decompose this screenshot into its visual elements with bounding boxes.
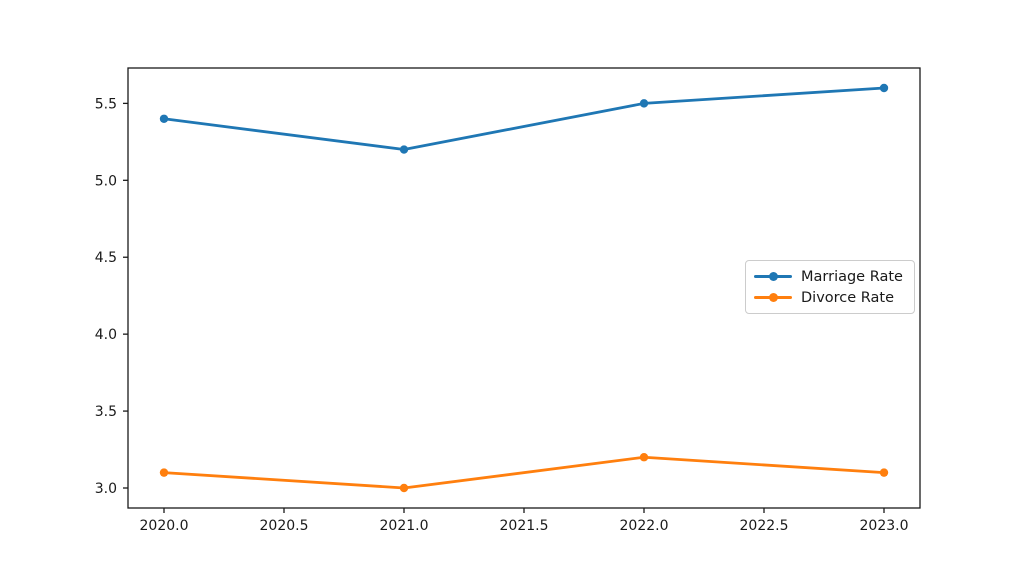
legend-item-marriage-rate: Marriage Rate (754, 266, 906, 287)
y-tick-label: 3.0 (95, 481, 117, 497)
x-tick-label: 2020.0 (140, 518, 189, 534)
x-tick-label: 2021.5 (500, 518, 549, 534)
y-tick-label: 3.5 (95, 404, 117, 420)
series-line-marriage-rate (162, 86, 886, 151)
data-point-marriage-rate (399, 145, 409, 154)
x-tick-label: 2022.0 (620, 518, 669, 534)
series-line-divorce-rate (162, 455, 886, 490)
y-tick-label: 4.0 (95, 327, 117, 343)
data-point-marriage-rate (879, 83, 889, 93)
data-point-divorce-rate (159, 468, 169, 477)
data-point-divorce-rate (639, 453, 649, 462)
x-tick-label: 2022.5 (740, 518, 789, 534)
y-tick-label: 5.0 (95, 173, 117, 189)
y-tick-label: 4.5 (95, 250, 117, 266)
legend-line-marker-icon (754, 270, 792, 284)
legend-label-divorce-rate: Divorce Rate (801, 289, 895, 306)
data-point-marriage-rate (159, 114, 169, 123)
x-tick-label: 2021.0 (380, 518, 429, 534)
x-tick-label: 2023.0 (860, 518, 909, 534)
data-point-marriage-rate (639, 99, 649, 108)
data-point-divorce-rate (879, 468, 889, 477)
legend-label-marriage-rate: Marriage Rate (801, 268, 903, 285)
legend-marker-dot-icon (768, 272, 778, 281)
y-tick-label: 5.5 (95, 96, 117, 112)
data-point-divorce-rate (399, 483, 409, 493)
legend-marker-dot-icon (768, 293, 778, 302)
legend-line-marker-icon (754, 291, 792, 305)
legend: Marriage Rate Divorce Rate (745, 260, 915, 314)
legend-item-divorce-rate: Divorce Rate (754, 287, 906, 308)
x-tick-label: 2020.5 (260, 518, 309, 534)
